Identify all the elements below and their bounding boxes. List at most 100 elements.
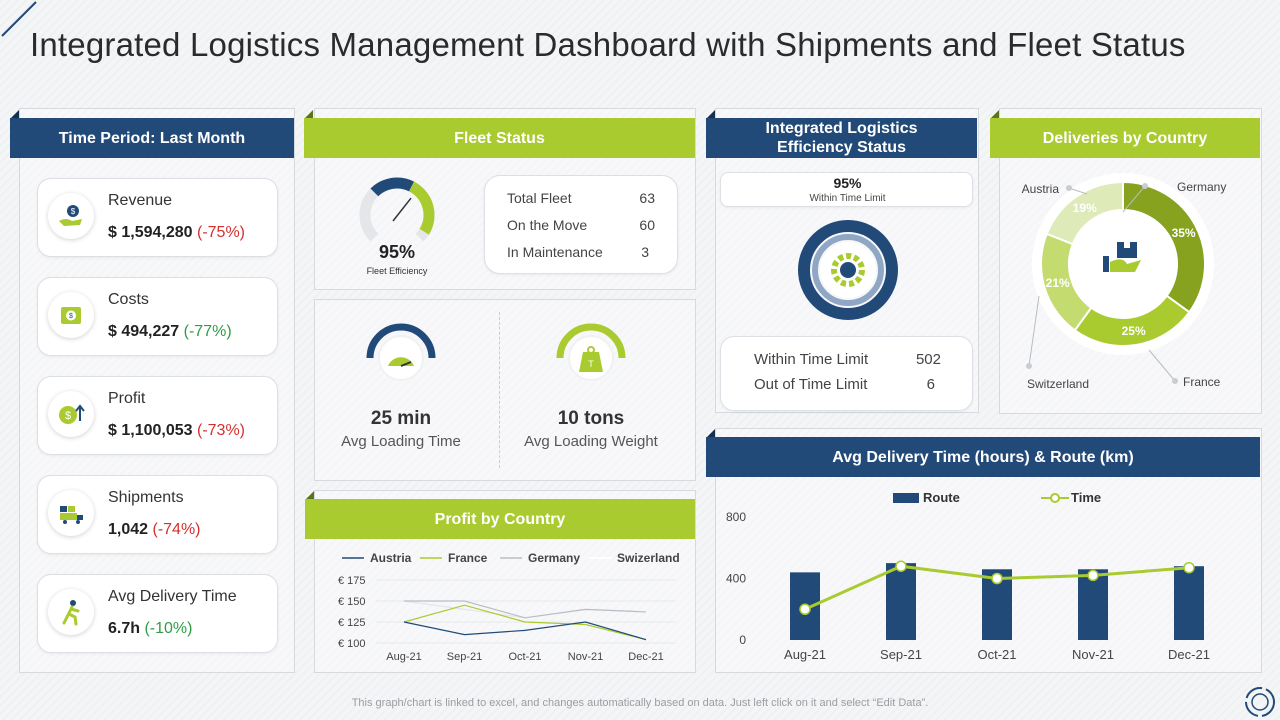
x-tick-label: Dec-21: [1168, 647, 1210, 662]
kpi-change: (-77%): [183, 323, 232, 340]
divider: [499, 312, 500, 468]
efficiency-status-header: Integrated Logistics Efficiency Status: [706, 118, 977, 158]
avg-loading-time-label: Avg Loading Time: [341, 433, 461, 450]
refresh-icon[interactable]: [1242, 684, 1278, 720]
fleet-efficiency-label: Fleet Efficiency: [366, 266, 428, 276]
gauge-arc-green: [408, 181, 435, 235]
kpi-change: (-74%): [152, 521, 201, 538]
y-tick-label: € 150: [338, 596, 366, 608]
svg-text:$: $: [71, 207, 76, 216]
y-tick-label: 0: [739, 633, 746, 647]
leader-dot: [1172, 378, 1178, 384]
kpi-label: Profit: [108, 390, 146, 407]
kpi-card-costs: $ Costs $ 494,227 (-77%): [37, 277, 278, 356]
y-tick-label: € 125: [338, 617, 366, 629]
legend-label: Austria: [370, 551, 412, 565]
fleet-efficiency-gauge: [359, 177, 435, 242]
x-tick-label: Nov-21: [568, 651, 603, 663]
kpi-label: Avg Delivery Time: [108, 588, 237, 605]
corner-decoration: [1, 1, 37, 37]
x-tick-label: Sep-21: [880, 647, 922, 662]
cash-icon: $: [48, 292, 94, 338]
within-time-card: 95% Within Time Limit: [720, 172, 973, 207]
x-tick-label: Oct-21: [977, 647, 1016, 662]
fleet-status-header: Fleet Status: [304, 118, 695, 158]
series-line-swizerland: [403, 600, 647, 619]
kpi-change: (-73%): [196, 422, 245, 439]
efficiency-header-line: Integrated Logistics: [765, 120, 918, 137]
leader-dot: [1066, 185, 1072, 191]
slice-label: France: [1183, 375, 1221, 389]
deliveries-title: Deliveries by Country: [1042, 129, 1208, 147]
fleet-efficiency-value: 95%: [378, 242, 416, 262]
donut-slice-austria: [1045, 180, 1124, 246]
slice-percent: 25%: [1122, 324, 1146, 338]
y-tick-label: € 175: [338, 575, 366, 587]
fleet-row-value: 3: [641, 244, 649, 260]
avg-delivery-chart: Route Time 800 400 0 Aug-21 Sep-21 Oct-21 Nov-21…: [726, 490, 1210, 662]
leader-line: [1148, 349, 1176, 382]
legend-label: Time: [1071, 490, 1101, 505]
kpi-value: $ 1,594,280 (-75%): [108, 224, 245, 242]
time-point: [1183, 561, 1195, 574]
y-tick-label: 400: [726, 572, 746, 586]
runner-icon: [48, 589, 94, 635]
kpi-value: $ 494,227 (-77%): [108, 323, 232, 341]
kpi-label: Shipments: [108, 489, 184, 506]
gauge-needle: [392, 197, 412, 222]
efficiency-stats-card: Within Time Limit 502 Out of Time Limit …: [720, 336, 973, 411]
stopwatch-gauge-icon: [366, 323, 436, 381]
time-point: [895, 560, 907, 572]
header-fold: [991, 110, 999, 118]
footer-note: This graph/chart is linked to excel, and…: [351, 697, 929, 709]
x-tick-label: Sep-21: [447, 651, 482, 663]
route-bar: [886, 563, 916, 640]
fleet-status-title: Fleet Status: [454, 129, 545, 147]
efficiency-header-line: Efficiency Status: [777, 139, 906, 156]
kpi-value: 6.7h (-10%): [108, 620, 192, 638]
leader-line: [1028, 295, 1040, 367]
kpi-amount: $ 1,594,280: [108, 224, 193, 241]
leader-line: [1068, 187, 1088, 195]
time-period-header: Time Period: Last Month: [10, 118, 294, 158]
header-fold: [306, 491, 314, 499]
legend-label: France: [448, 551, 488, 565]
avg-delivery-title: Avg Delivery Time (hours) & Route (km): [832, 448, 1134, 466]
fleet-row-label: On the Move: [507, 217, 588, 233]
x-tick-label: Aug-21: [784, 647, 826, 662]
efficiency-row-value: 502: [915, 351, 941, 368]
avg-loading-weight-value: 10 tons: [557, 408, 625, 429]
series-line-france: [403, 604, 647, 641]
within-time-percent: 95%: [833, 175, 862, 191]
header-fold: [707, 429, 715, 437]
gauge-arc-navy: [370, 177, 415, 197]
route-bar: [1174, 566, 1204, 640]
time-point: [991, 572, 1003, 585]
kpi-change: (-10%): [144, 620, 193, 637]
kpi-amount: 6.7h: [108, 620, 141, 637]
avg-delivery-header: Avg Delivery Time (hours) & Route (km): [706, 437, 1260, 477]
time-period-label: Time Period: Last Month: [58, 129, 246, 147]
profit-by-country-title: Profit by Country: [434, 510, 566, 528]
series-line-germany: [404, 600, 647, 619]
x-tick-label: Nov-21: [1072, 647, 1114, 662]
x-tick-label: Dec-21: [628, 651, 663, 663]
dollar-up-icon: $: [48, 391, 94, 437]
y-tick-label: 800: [726, 510, 746, 524]
within-time-label: Within Time Limit: [809, 193, 886, 204]
slice-percent: 19%: [1073, 201, 1097, 215]
deliveries-header: Deliveries by Country: [990, 118, 1260, 158]
deliveries-donut-chart: 35% 25% 21% 19% Germany France Switzerland Aust…: [1022, 173, 1226, 391]
slice-label: Austria: [1022, 182, 1060, 196]
legend-label: Germany: [528, 551, 580, 565]
kpi-value: 1,042 (-74%): [108, 521, 201, 539]
kpi-card-revenue: $ Revenue $ 1,594,280 (-75%): [37, 178, 278, 257]
efficiency-row-value: 6: [926, 376, 935, 393]
time-point: [1087, 569, 1099, 582]
svg-text:T: T: [588, 359, 594, 369]
header-fold: [305, 110, 313, 118]
truck-boxes-icon: [48, 490, 94, 536]
kpi-label: Revenue: [108, 192, 173, 209]
kpi-card-profit: $ Profit $ 1,100,053 (-73%): [37, 376, 278, 455]
delivery-box-hand-icon: [1103, 242, 1141, 272]
